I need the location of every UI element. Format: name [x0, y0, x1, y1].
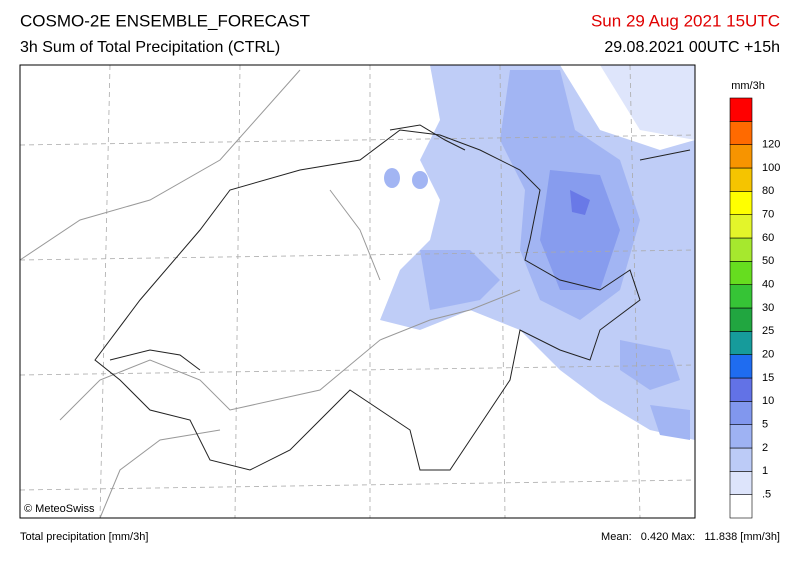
map: © MeteoSwiss — [19, 64, 696, 519]
legend-label: 10 — [762, 395, 774, 407]
valid-time: Sun 29 Aug 2021 15UTC — [591, 11, 780, 30]
legend-label: 60 — [762, 232, 774, 244]
legend-label: 100 — [762, 162, 780, 174]
borders — [19, 69, 691, 519]
subtitle: 3h Sum of Total Precipitation (CTRL) — [20, 39, 280, 56]
legend-swatch — [729, 121, 753, 145]
legend-swatch — [729, 494, 753, 519]
legend-swatch — [729, 191, 753, 215]
legend-label: 15 — [762, 372, 774, 384]
grid-lines — [19, 64, 696, 519]
legend-label: .5 — [762, 489, 771, 501]
legend-swatch — [729, 97, 753, 122]
legend-unit: mm/3h — [731, 80, 765, 92]
legend-swatch — [729, 424, 753, 449]
legend-label: 30 — [762, 302, 774, 314]
title: COSMO-2E ENSEMBLE_FORECAST — [20, 11, 310, 30]
legend-swatch — [729, 144, 753, 169]
legend-label: 5 — [762, 419, 768, 431]
legend-swatch — [729, 284, 753, 309]
legend-swatch — [729, 331, 753, 355]
legend-swatch — [729, 471, 753, 495]
legend-label: 1 — [762, 465, 768, 477]
legend-swatch — [729, 261, 753, 285]
legend-label: 2 — [762, 442, 768, 454]
map-frame — [19, 64, 696, 519]
legend-swatch — [729, 401, 753, 425]
footer-left: Total precipitation [mm/3h] — [20, 531, 148, 543]
legend-label: 50 — [762, 255, 774, 267]
footer-right: Mean: 0.420 Max: 11.838 [mm/3h] — [601, 531, 780, 543]
legend-swatch — [729, 377, 753, 402]
run-time: 29.08.2021 00UTC +15h — [604, 39, 780, 56]
legend-swatch — [729, 307, 753, 332]
legend-swatch — [729, 354, 753, 379]
legend-label: 80 — [762, 185, 774, 197]
legend-swatch — [729, 447, 753, 472]
legend-label: 25 — [762, 325, 774, 337]
legend-swatch — [729, 214, 753, 239]
legend-swatch — [729, 237, 753, 262]
legend-label: 40 — [762, 279, 774, 291]
legend-label: 20 — [762, 349, 774, 361]
credit: © MeteoSwiss — [24, 503, 95, 515]
legend-label: 70 — [762, 209, 774, 221]
legend-swatch — [729, 167, 753, 192]
legend-label: 120 — [762, 139, 780, 151]
